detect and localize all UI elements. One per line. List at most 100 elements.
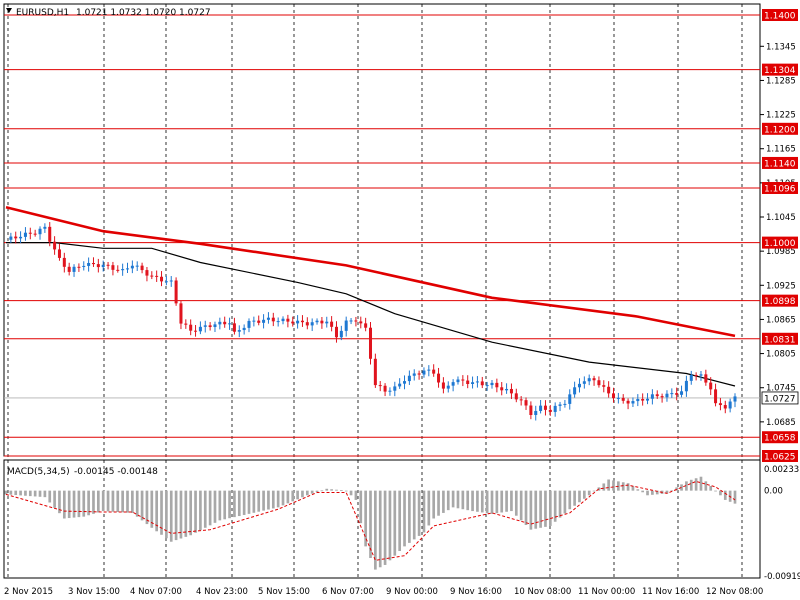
macd-bar	[67, 490, 71, 519]
bear-candle	[305, 322, 309, 326]
price-level-tag	[762, 181, 798, 194]
chart-menu-triangle-icon[interactable]	[6, 8, 12, 13]
macd-bar	[583, 490, 586, 499]
bull-candle	[427, 369, 431, 371]
bear-candle	[495, 382, 499, 388]
macd-bar	[310, 490, 314, 494]
macd-tick-label: -0.00919	[764, 572, 800, 582]
bull-candle	[582, 381, 586, 384]
price-level-tag	[762, 156, 798, 169]
macd-bar	[485, 490, 489, 514]
bear-candle	[116, 269, 120, 271]
macd-bar	[480, 490, 484, 513]
macd-bar	[388, 490, 392, 561]
bear-candle	[150, 275, 154, 277]
macd-bar	[135, 490, 139, 517]
macd-bar	[471, 490, 474, 512]
macd-bar	[607, 479, 610, 491]
macd-bar	[262, 490, 265, 511]
bull-candle	[276, 321, 280, 323]
macd-bar	[242, 490, 246, 515]
bull-candle	[198, 326, 202, 332]
bear-candle	[378, 385, 382, 387]
bull-candle	[349, 320, 353, 322]
macd-bar	[267, 490, 270, 510]
macd-bar	[626, 483, 630, 491]
bear-candle	[714, 389, 718, 404]
bear-candle	[140, 265, 144, 271]
macd-bar	[680, 484, 683, 491]
macd-bar	[451, 490, 455, 508]
macd-bar	[417, 490, 421, 536]
bull-candle	[539, 405, 543, 411]
bull-candle	[636, 398, 640, 402]
bear-candle	[524, 400, 528, 406]
macd-bar	[291, 490, 295, 502]
price-level-tag	[762, 431, 798, 444]
bear-candle	[602, 385, 606, 387]
bear-candle	[519, 399, 523, 401]
price-level-tag-text: 1.0898	[764, 297, 796, 307]
bull-candle	[577, 383, 581, 388]
price-level-tag-text: 1.1200	[764, 125, 796, 135]
bear-candle	[77, 266, 81, 268]
macd-bar	[106, 490, 110, 512]
macd-bar	[636, 489, 640, 491]
bull-candle	[262, 319, 266, 323]
bear-candle	[106, 264, 110, 266]
time-label: 11 Nov 00:00	[578, 587, 635, 597]
macd-bar	[330, 489, 333, 491]
macd-bar	[500, 490, 504, 513]
macd-tick-labels: 0.00233 0.00 -0.00919	[764, 465, 800, 582]
bear-candle	[607, 386, 611, 394]
bear-candle	[543, 405, 547, 410]
bear-candle	[383, 385, 387, 392]
macd-bar	[165, 490, 168, 539]
bear-candle	[368, 327, 373, 359]
bear-candle	[432, 369, 436, 374]
bear-candle	[257, 320, 261, 323]
time-label: 4 Nov 23:00	[196, 587, 248, 597]
bull-candle	[393, 386, 397, 391]
macd-bar	[252, 490, 256, 513]
macd-bar	[14, 490, 18, 496]
macd-bar	[199, 490, 202, 531]
macd-bar	[602, 483, 606, 491]
bull-candle	[23, 232, 27, 237]
bear-candle	[208, 325, 212, 328]
macd-bar	[87, 490, 90, 516]
macd-bar	[257, 490, 261, 512]
macd-bar	[58, 490, 61, 514]
price-level-tag-text: 1.1400	[764, 12, 796, 22]
macd-bar	[150, 490, 154, 528]
bull-candle	[281, 318, 285, 322]
price-level-tag-text: 1.1000	[764, 239, 796, 249]
bull-candle	[733, 396, 737, 402]
bull-candle	[19, 236, 23, 239]
bear-candle	[466, 380, 470, 384]
bull-candle	[125, 268, 130, 270]
bull-candle	[266, 317, 270, 320]
macd-bar	[398, 490, 401, 552]
bull-candle	[505, 388, 509, 391]
macd-bar	[490, 490, 494, 514]
macd-bar	[140, 490, 144, 521]
bull-candle	[344, 320, 348, 331]
bear-candle	[145, 270, 149, 276]
macd-bar	[374, 490, 377, 570]
bull-candle	[568, 394, 572, 404]
macd-bar	[510, 490, 513, 512]
macd-bar	[296, 490, 299, 500]
macd-signal-line	[5, 480, 736, 561]
macd-bar	[286, 490, 290, 504]
macd-label: MACD(5,34,5)	[7, 467, 70, 477]
macd-bar	[28, 490, 32, 497]
macd-bar	[393, 490, 397, 556]
bull-candle	[646, 398, 650, 401]
bull-candle	[87, 262, 91, 266]
macd-bar	[568, 490, 572, 510]
bear-candle	[500, 387, 504, 391]
macd-bar	[719, 490, 722, 496]
bear-candle	[320, 320, 324, 324]
macd-bar	[670, 490, 674, 492]
